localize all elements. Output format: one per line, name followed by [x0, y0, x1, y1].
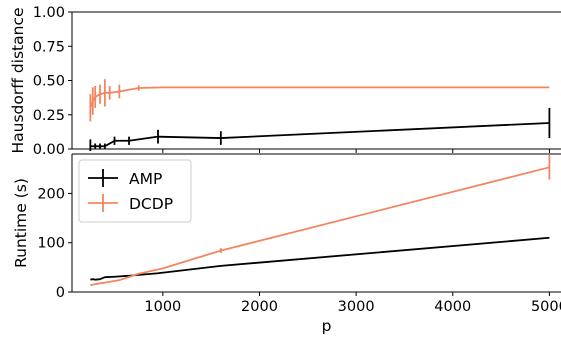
- hausdorff-ytick-label: 0.75: [33, 39, 65, 55]
- runtime-ytick-label: 200: [37, 186, 65, 202]
- hausdorff-amp-line: [90, 122, 550, 148]
- hausdorff-panel: 0.00 0.25 0.50 0.75 1.00: [33, 5, 561, 158]
- runtime-ytick-label: 0: [56, 285, 65, 301]
- xtick-label: 3000: [338, 299, 375, 315]
- legend-amp-label: AMP: [129, 170, 162, 188]
- hausdorff-ytick-label: 1.00: [33, 5, 65, 21]
- hausdorff-dcdp-line: [89, 86, 550, 109]
- xtick-label: 5000: [531, 299, 561, 315]
- legend-frame: [78, 159, 192, 223]
- runtime-amp-line: [90, 236, 550, 281]
- xtick-label: 1000: [144, 299, 181, 315]
- xtick-label: 4000: [434, 299, 471, 315]
- legend: AMP DCDP: [78, 159, 192, 223]
- hausdorff-ytick-label: 0.50: [33, 74, 65, 90]
- runtime-ytick-label: 100: [37, 236, 65, 252]
- legend-dcdp-label: DCDP: [129, 195, 173, 213]
- hausdorff-y-axis-label: Hausdorff distance: [9, 7, 27, 153]
- hausdorff-plot-area: [89, 79, 551, 151]
- xtick-label: 2000: [241, 299, 278, 315]
- runtime-dcdp-line: [90, 166, 550, 286]
- runtime-y-axis-label: Runtime (s): [12, 178, 30, 268]
- x-axis-label: p: [322, 317, 332, 335]
- hausdorff-ytick-label: 0.00: [33, 142, 65, 158]
- runtime-plot-area: [90, 154, 551, 286]
- runtime-panel: 0 100 200 1000 2000 3000 4000 5000: [37, 153, 561, 315]
- hausdorff-ytick-label: 0.25: [33, 108, 65, 124]
